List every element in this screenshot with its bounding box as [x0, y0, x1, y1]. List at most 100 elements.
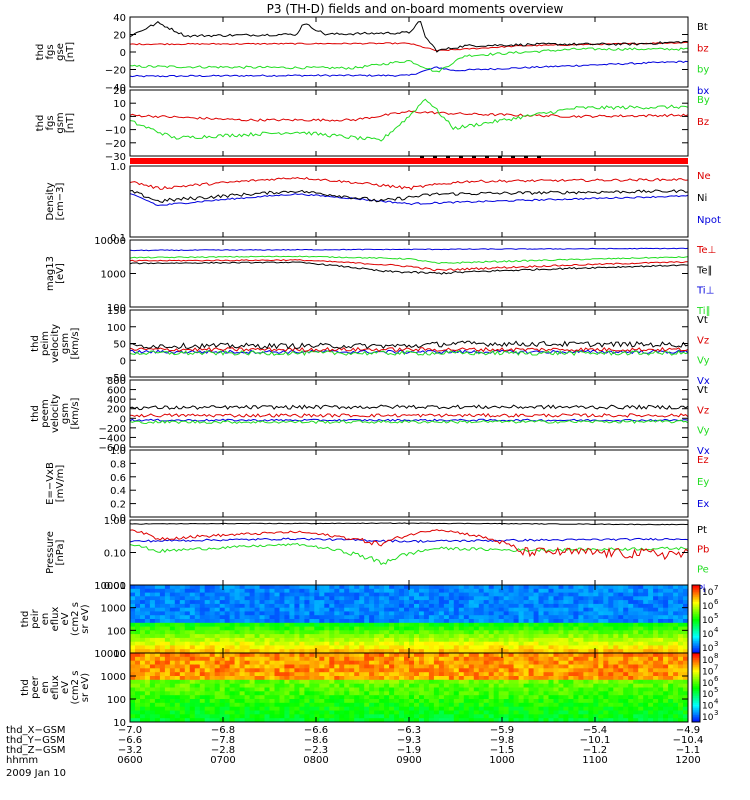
heatmap-cell: [409, 607, 415, 612]
heatmap-cell: [259, 622, 265, 628]
heatmap-cell: [329, 603, 335, 609]
heatmap-cell: [354, 634, 360, 639]
heatmap-cell: [663, 630, 669, 635]
heatmap-cell: [568, 656, 574, 662]
heatmap-cell: [683, 611, 689, 616]
heatmap-cell: [538, 706, 544, 711]
heatmap-cell: [588, 660, 594, 665]
heatmap-cell: [673, 626, 679, 631]
heatmap-cell: [523, 687, 530, 692]
heatmap-cell: [294, 691, 300, 696]
heatmap-cell: [633, 615, 639, 620]
heatmap-cell: [553, 664, 559, 669]
heatmap-cell: [548, 683, 554, 688]
heatmap-cell: [473, 660, 480, 665]
heatmap-cell: [199, 645, 206, 650]
heatmap-cell: [289, 699, 295, 704]
heatmap-cell: [493, 641, 500, 646]
heatmap-cell: [184, 615, 191, 620]
heatmap-cell: [448, 687, 455, 692]
heatmap-cell: [199, 619, 206, 624]
heatmap-cell: [194, 687, 201, 692]
heatmap-cell: [433, 619, 440, 624]
heatmap-cell: [274, 664, 280, 669]
heatmap-cell: [354, 603, 360, 609]
heatmap-cell: [578, 718, 584, 723]
heatmap-cell: [329, 702, 335, 708]
heatmap-cell: [239, 611, 246, 616]
heatmap-cell: [384, 645, 390, 650]
heatmap-cell: [458, 596, 465, 601]
heatmap-cell: [289, 596, 295, 601]
heatmap-cell: [174, 695, 181, 700]
panel-frame: [129, 89, 689, 157]
heatmap-cell: [164, 611, 171, 616]
axis-row-value: −9.8: [490, 735, 514, 746]
heatmap-cell: [668, 641, 674, 646]
heatmap-cell: [329, 630, 335, 635]
heatmap-cell: [598, 683, 604, 688]
heatmap-cell: [593, 660, 599, 665]
heatmap-cell: [493, 660, 500, 665]
heatmap-cell: [508, 710, 515, 715]
heatmap-cell: [588, 645, 594, 650]
heatmap-cell: [369, 710, 375, 715]
heatmap-cell: [309, 641, 315, 646]
heatmap-cell: [174, 615, 181, 620]
heatmap-cell: [244, 626, 251, 631]
heatmap-cell: [214, 672, 221, 677]
heatmap-cell: [673, 634, 679, 639]
heatmap-cell: [369, 607, 375, 612]
heatmap-cell: [658, 645, 664, 650]
heatmap-cell: [314, 649, 320, 654]
heatmap-cell: [299, 691, 305, 696]
heatmap-cell: [174, 592, 181, 597]
heatmap-cell: [184, 714, 191, 719]
heatmap-cell: [588, 695, 594, 700]
heatmap-cell: [683, 619, 689, 624]
heatmap-cell: [414, 630, 420, 635]
heatmap-cell: [608, 660, 614, 665]
heatmap-cell: [135, 622, 141, 628]
colorbar-label: 10: [702, 588, 714, 598]
heatmap-cell: [683, 637, 689, 643]
heatmap-cell: [379, 607, 385, 612]
heatmap-cell: [678, 676, 684, 681]
heatmap-cell: [528, 630, 535, 635]
heatmap-cell: [553, 615, 559, 620]
heatmap-cell: [433, 714, 440, 719]
heatmap-cell: [309, 600, 315, 605]
heatmap-cell: [623, 660, 629, 665]
heatmap-cell: [349, 611, 355, 616]
heatmap-cell: [683, 588, 689, 594]
heatmap-cell: [130, 672, 136, 677]
heatmap-cell: [135, 676, 141, 681]
heatmap-cell: [533, 687, 540, 692]
heatmap-cell: [448, 615, 455, 620]
heatmap-cell: [254, 664, 261, 669]
heatmap-cell: [179, 710, 186, 715]
heatmap-cell: [663, 622, 669, 628]
heatmap-cell: [553, 641, 559, 646]
heatmap-cell: [563, 637, 569, 643]
heatmap-cell: [239, 626, 246, 631]
heatmap-cell: [528, 664, 535, 669]
heatmap-cell: [344, 714, 350, 719]
heatmap-cell: [319, 619, 325, 624]
heatmap-cell: [643, 683, 649, 688]
heatmap-cell: [229, 622, 236, 628]
heatmap-cell: [174, 664, 181, 669]
heatmap-cell: [140, 691, 146, 696]
heatmap-cell: [204, 653, 211, 658]
heatmap-cell: [438, 691, 445, 696]
heatmap-cell: [334, 679, 340, 685]
heatmap-cell: [663, 615, 669, 620]
heatmap-cell: [558, 660, 564, 665]
heatmap-cell: [254, 630, 261, 635]
heatmap-cell: [154, 588, 161, 594]
heatmap-cell: [204, 600, 211, 605]
heatmap-cell: [135, 702, 141, 708]
